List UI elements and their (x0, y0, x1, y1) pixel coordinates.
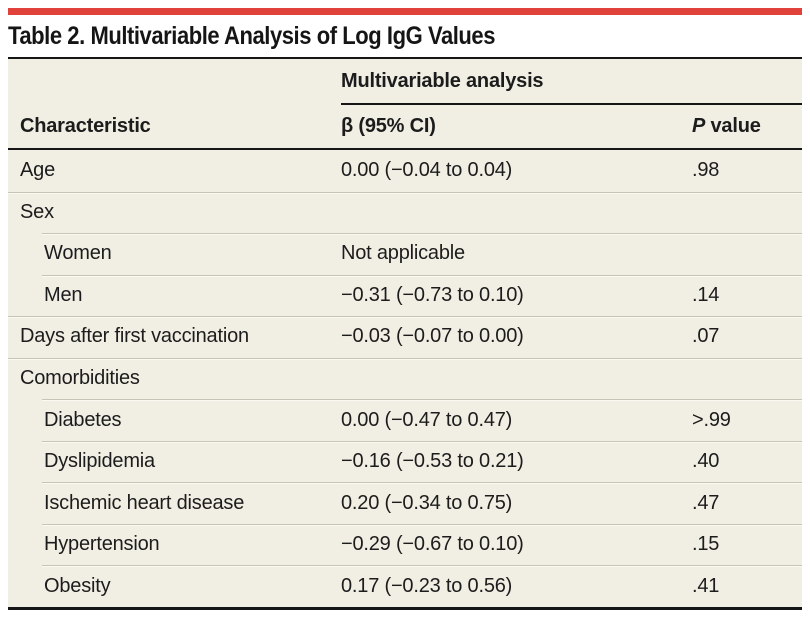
row-beta-value: Not applicable (341, 242, 465, 265)
row-label: Days after first vaccination (20, 325, 249, 348)
row-beta-value: 0.17 (−0.23 to 0.56) (341, 574, 513, 597)
table-row: Comorbidities (8, 357, 802, 400)
row-label: Age (20, 159, 55, 182)
row-p-value: .47 (692, 491, 720, 514)
row-separator (42, 565, 802, 567)
table-row: Dyslipidemia −0.16 (−0.53 to 0.21) .40 (8, 440, 802, 483)
spanner-header-row: Multivariable analysis (8, 59, 802, 105)
row-separator (42, 274, 802, 276)
row-p-value: .14 (692, 283, 720, 306)
row-p-value: .15 (692, 533, 720, 556)
table-row: Ischemic heart disease 0.20 (−0.34 to 0.… (8, 482, 802, 524)
spanner-header-cell: Multivariable analysis (341, 59, 802, 105)
table-row: Women Not applicable (8, 233, 802, 275)
row-label: Obesity (44, 574, 111, 597)
row-separator (42, 399, 802, 401)
table-row: Hypertension −0.29 (−0.67 to 0.10) .15 (8, 523, 802, 566)
row-p-value: >.99 (692, 408, 731, 431)
column-header-beta: β (95% CI) (341, 115, 436, 137)
row-p-value: .07 (692, 325, 720, 348)
row-label: Comorbidities (20, 367, 140, 389)
row-separator (42, 233, 802, 235)
pvalue-italic-p: P (692, 115, 706, 137)
row-separator (8, 316, 802, 318)
pvalue-rest: value (705, 115, 761, 137)
row-separator (8, 191, 802, 193)
table-row: Diabetes 0.00 (−0.47 to 0.47) >.99 (8, 399, 802, 441)
row-beta-value: 0.00 (−0.47 to 0.47) (341, 408, 513, 431)
row-separator (42, 523, 802, 525)
multivariable-analysis-table: Multivariable analysis Characteristic β … (8, 57, 802, 610)
table-row: Sex (8, 191, 802, 234)
column-header-row: Characteristic β (95% CI) P value (8, 105, 802, 150)
table-row: Days after first vaccination −0.03 (−0.0… (8, 316, 802, 358)
table-row: Men −0.31 (−0.73 to 0.10) .14 (8, 274, 802, 317)
row-separator (42, 440, 802, 442)
column-header-pvalue: P value (684, 115, 802, 138)
row-label: Ischemic heart disease (44, 491, 245, 514)
journal-accent-bar (8, 8, 802, 15)
table-body: Age 0.00 (−0.04 to 0.04) .98 Sex Women N… (8, 150, 802, 607)
row-label: Diabetes (44, 408, 122, 431)
row-label: Hypertension (44, 533, 160, 556)
row-separator (42, 482, 802, 484)
table-title: Table 2. Multivariable Analysis of Log I… (8, 22, 496, 50)
row-label: Women (44, 242, 112, 265)
row-beta-value: −0.16 (−0.53 to 0.21) (341, 450, 524, 473)
spanner-header-label: Multivariable analysis (341, 69, 544, 92)
row-beta-value: 0.20 (−0.34 to 0.75) (341, 491, 513, 514)
row-label: Men (44, 283, 83, 306)
row-beta-value: −0.29 (−0.67 to 0.10) (341, 533, 524, 556)
row-label: Sex (20, 200, 54, 223)
row-p-value: .41 (692, 574, 720, 597)
table-row: Obesity 0.17 (−0.23 to 0.56) .41 (8, 565, 802, 607)
row-separator (8, 357, 802, 359)
row-p-value: .40 (692, 450, 720, 473)
table-row: Age 0.00 (−0.04 to 0.04) .98 (8, 150, 802, 192)
row-label: Dyslipidemia (44, 450, 155, 473)
row-beta-value: −0.31 (−0.73 to 0.10) (341, 283, 524, 306)
row-beta-value: −0.03 (−0.07 to 0.00) (341, 325, 524, 348)
row-beta-value: 0.00 (−0.04 to 0.04) (341, 159, 513, 182)
column-header-characteristic: Characteristic (20, 115, 151, 137)
row-p-value: .98 (692, 159, 720, 182)
